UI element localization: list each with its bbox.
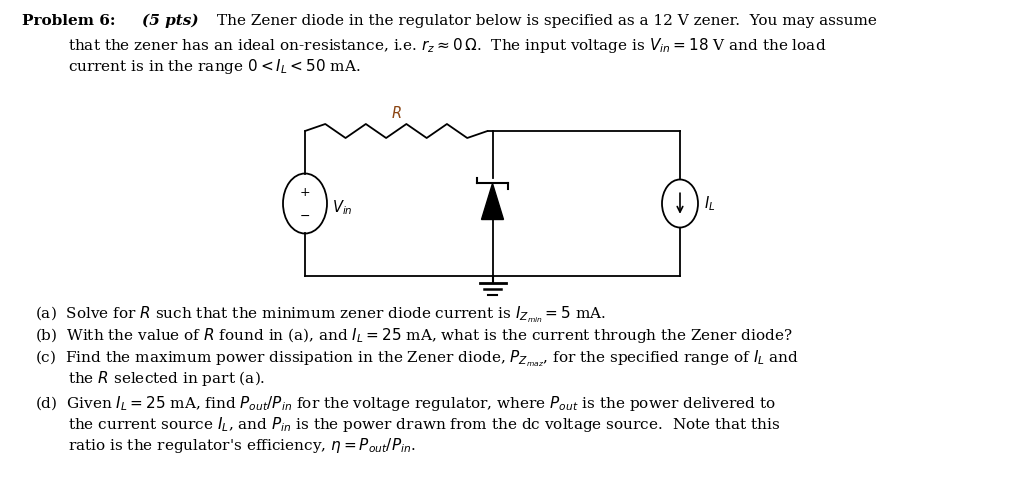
- Text: (5 pts): (5 pts): [142, 14, 199, 28]
- Text: +: +: [300, 186, 310, 199]
- Text: (c)  Find the maximum power dissipation in the Zener diode, $P_{Z_{maz}}$, for t: (c) Find the maximum power dissipation i…: [35, 348, 799, 368]
- Text: $R$: $R$: [391, 105, 401, 121]
- Text: $V_{in}$: $V_{in}$: [332, 198, 352, 217]
- Text: −: −: [300, 209, 310, 223]
- Text: the current source $I_L$, and $P_{in}$ is the power drawn from the dc voltage so: the current source $I_L$, and $P_{in}$ i…: [68, 415, 780, 434]
- Text: current is in the range $0 < I_L < 50$ mA.: current is in the range $0 < I_L < 50$ m…: [68, 57, 360, 76]
- Text: $I_L$: $I_L$: [703, 194, 716, 213]
- Text: Problem 6:: Problem 6:: [22, 14, 116, 28]
- Text: the $R$ selected in part (a).: the $R$ selected in part (a).: [68, 369, 265, 388]
- Polygon shape: [481, 184, 504, 220]
- Text: The Zener diode in the regulator below is specified as a 12 V zener.  You may as: The Zener diode in the regulator below i…: [217, 14, 877, 28]
- Text: (b)  With the value of $R$ found in (a), and $I_L = 25$ mA, what is the current : (b) With the value of $R$ found in (a), …: [35, 326, 793, 345]
- Text: that the zener has an ideal on-resistance, i.e. $r_z \approx 0\,\Omega$.  The in: that the zener has an ideal on-resistanc…: [68, 36, 826, 55]
- Text: (d)  Given $I_L = 25$ mA, find $P_{out}/P_{in}$ for the voltage regulator, where: (d) Given $I_L = 25$ mA, find $P_{out}/P…: [35, 394, 776, 413]
- Text: (a)  Solve for $R$ such that the minimum zener diode current is $I_{Z_{min}} = 5: (a) Solve for $R$ such that the minimum …: [35, 304, 606, 325]
- Text: ratio is the regulator's efficiency, $\eta = P_{out}/P_{in}$.: ratio is the regulator's efficiency, $\e…: [68, 436, 416, 455]
